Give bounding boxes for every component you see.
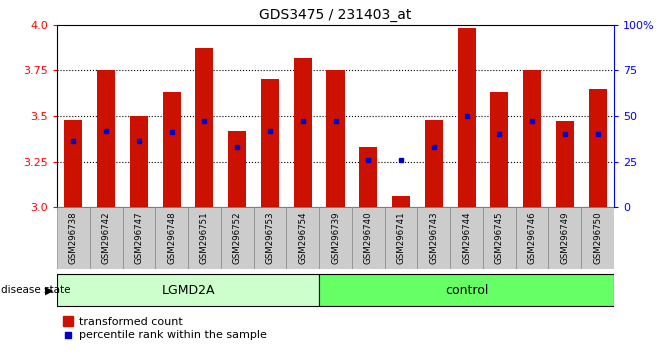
Text: GSM296749: GSM296749 [560,212,569,264]
Bar [162,92,180,207]
Bar [392,196,410,207]
Bar [384,207,417,269]
Bar [261,79,279,207]
Text: GSM296752: GSM296752 [233,212,242,264]
Text: LGMD2A: LGMD2A [161,284,215,297]
Bar [417,207,450,269]
Bar [287,207,319,269]
Bar [327,70,344,207]
Bar [319,207,352,269]
Bar [130,116,148,207]
Text: GSM296745: GSM296745 [495,212,504,264]
Text: GSM296754: GSM296754 [298,212,307,264]
Bar [188,207,221,269]
Bar [491,92,509,207]
Text: ▶: ▶ [45,285,54,295]
Bar [155,207,188,269]
Bar [523,70,541,207]
Text: GSM296740: GSM296740 [364,212,373,264]
Bar [450,207,483,269]
Text: GSM296751: GSM296751 [200,212,209,264]
Bar [228,131,246,207]
Bar [425,120,443,207]
Legend: transformed count, percentile rank within the sample: transformed count, percentile rank withi… [62,317,267,341]
Text: GSM296746: GSM296746 [527,212,537,264]
Text: control: control [445,284,488,297]
Bar [352,207,384,269]
Text: GSM296747: GSM296747 [134,212,144,264]
Text: GSM296750: GSM296750 [593,212,602,264]
Bar [123,207,155,269]
Text: GSM296738: GSM296738 [69,212,78,264]
Bar [97,70,115,207]
Bar [90,207,123,269]
Text: GSM296753: GSM296753 [266,212,274,264]
Bar [319,274,614,306]
Bar [294,58,312,207]
Bar [483,207,516,269]
Bar [548,207,581,269]
Bar [254,207,287,269]
Bar [588,88,607,207]
Text: GSM296743: GSM296743 [429,212,438,264]
Text: GSM296748: GSM296748 [167,212,176,264]
Bar [195,48,213,207]
Bar [57,274,319,306]
Bar [458,28,476,207]
Text: GSM296744: GSM296744 [462,212,471,264]
Bar [57,207,90,269]
Text: GSM296741: GSM296741 [397,212,405,264]
Bar [221,207,254,269]
Bar [64,120,83,207]
Title: GDS3475 / 231403_at: GDS3475 / 231403_at [259,8,412,22]
Text: disease state: disease state [1,285,71,295]
Text: GSM296742: GSM296742 [102,212,111,264]
Bar [556,121,574,207]
Text: GSM296739: GSM296739 [331,212,340,264]
Bar [516,207,548,269]
Bar [359,147,377,207]
Bar [581,207,614,269]
